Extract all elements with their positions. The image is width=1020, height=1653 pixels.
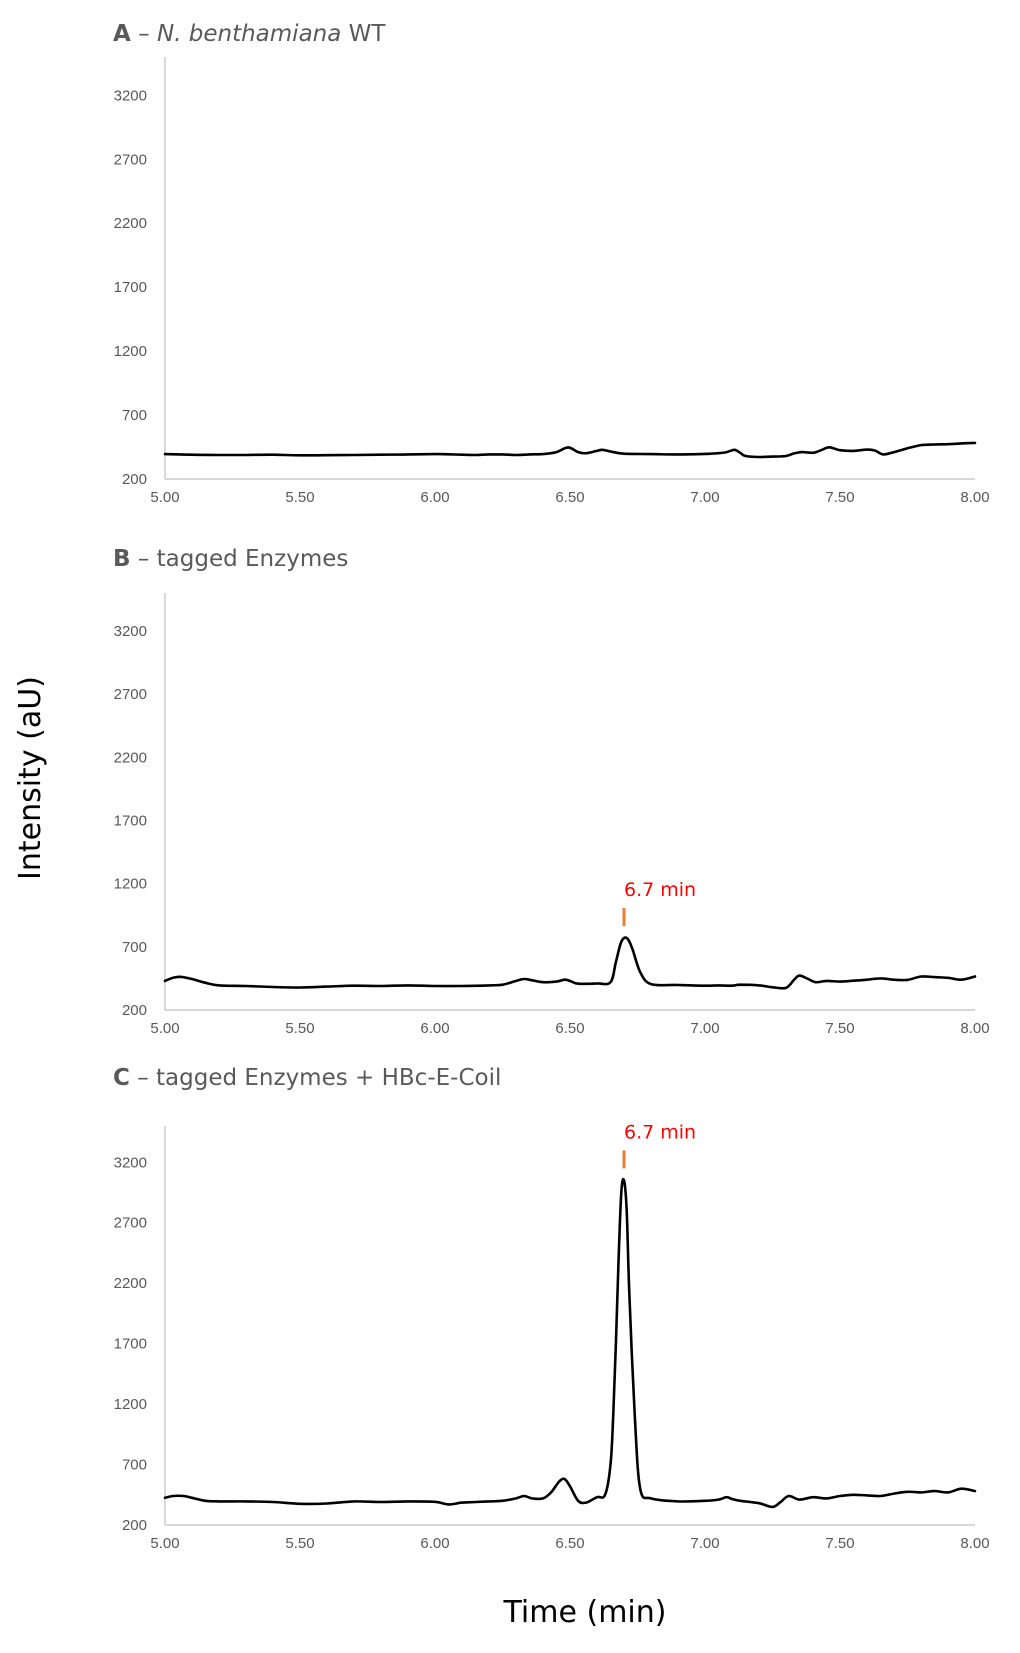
panel-c-y-tick-label: 3200 (114, 1154, 147, 1171)
panel-a-x-tick-label: 5.50 (285, 489, 314, 506)
panel-b-y-tick-label: 1200 (114, 876, 147, 893)
panel-c-y-tick-label: 1200 (114, 1396, 147, 1413)
panel-c-y-tick-label: 200 (122, 1517, 147, 1534)
panel-b-y-tick-label: 2200 (114, 749, 147, 766)
panel-c-y-tick-label: 700 (122, 1457, 147, 1474)
panel-a-title-separator: – (131, 21, 157, 47)
panel-c-y-tick-label: 2700 (114, 1215, 147, 1232)
panel-a-y-tick-label: 1200 (114, 343, 147, 360)
panel-c-x-tick-label: 6.00 (420, 1535, 449, 1552)
panel-c-x-tick-label: 6.50 (555, 1535, 584, 1552)
panel-b-y-tick-label: 700 (122, 939, 147, 956)
panel-a-y-tick-label: 1700 (114, 279, 147, 296)
panel-c-title-rest: tagged Enzymes + HBc-E-Coil (156, 1065, 501, 1091)
panel-b-title-separator: – (131, 546, 157, 572)
panel-b-title-rest: tagged Enzymes (157, 546, 349, 572)
panel-c-x-tick-label: 5.00 (150, 1535, 179, 1552)
panel-c-title: C – tagged Enzymes + HBc-E-Coil (113, 1065, 501, 1091)
panel-b-y-tick-label: 2700 (114, 686, 147, 703)
panel-c-y-tick-label: 2200 (114, 1275, 147, 1292)
panel-a-x-tick-label: 6.50 (555, 489, 584, 506)
x-axis-title: Time (min) (503, 1595, 667, 1630)
panel-a-x-tick-label: 7.00 (690, 489, 719, 506)
panel-b-x-tick-label: 7.50 (825, 1020, 854, 1037)
panel-a: A – N. benthamiana WT 200 700 1200 1700 2200… (113, 21, 990, 506)
panel-c-series-line (163, 1177, 977, 1509)
panel-c-x-tick-label: 8.00 (960, 1535, 989, 1552)
panel-c-x-tick-label: 7.50 (825, 1535, 854, 1552)
panel-c: C – tagged Enzymes + HBc-E-Coil 200 700 12… (113, 1065, 990, 1552)
panel-c-x-tick-label: 7.00 (690, 1535, 719, 1552)
panel-a-x-tick-label: 8.00 (960, 489, 989, 506)
panel-c-y-tick-label: 1700 (114, 1336, 147, 1353)
panel-a-y-tick-label: 2700 (114, 151, 147, 168)
panel-c-peak-label: 6.7 min (624, 1121, 696, 1143)
panel-c-title-separator: – (130, 1065, 156, 1091)
panel-a-y-tick-label: 2200 (114, 215, 147, 232)
panel-b: B – tagged Enzymes 200 700 1200 1700 2200 270… (113, 546, 990, 1037)
panel-b-x-tick-label: 5.50 (285, 1020, 314, 1037)
panel-b-x-tick-label: 6.00 (420, 1020, 449, 1037)
panel-b-y-tick-label: 1700 (114, 812, 147, 829)
panel-c-letter: C (113, 1065, 130, 1091)
panel-a-y-tick-label: 3200 (114, 87, 147, 104)
panel-b-series-line (163, 936, 977, 990)
y-axis-title: Intensity (aU) (13, 676, 48, 880)
panel-b-title: B – tagged Enzymes (113, 546, 348, 572)
panel-b-y-tick-label: 3200 (114, 623, 147, 640)
panel-a-letter: A (113, 21, 131, 47)
panel-b-x-tick-label: 8.00 (960, 1020, 989, 1037)
panel-a-y-tick-label: 700 (122, 407, 147, 424)
panel-b-x-tick-label: 6.50 (555, 1020, 584, 1037)
panel-a-title-rest: WT (341, 21, 386, 47)
panel-a-y-tick-label: 200 (122, 471, 147, 488)
panel-a-title: A – N. benthamiana WT (113, 21, 386, 47)
panel-c-x-tick-label: 5.50 (285, 1535, 314, 1552)
panel-b-x-tick-label: 7.00 (690, 1020, 719, 1037)
panel-a-x-tick-label: 7.50 (825, 489, 854, 506)
panel-b-y-tick-label: 200 (122, 1002, 147, 1019)
panel-b-x-tick-label: 5.00 (150, 1020, 179, 1037)
panel-a-series-line (163, 441, 977, 459)
panel-a-x-tick-label: 5.00 (150, 489, 179, 506)
panel-a-title-species: N. benthamiana (157, 21, 341, 47)
panel-a-x-tick-label: 6.00 (420, 489, 449, 506)
panel-b-letter: B (113, 546, 131, 572)
panel-b-peak-label: 6.7 min (624, 879, 696, 901)
